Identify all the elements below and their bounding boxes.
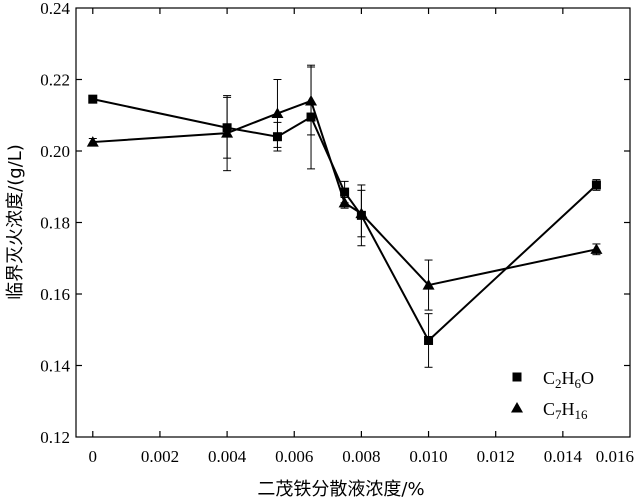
series-C7H16 [86,66,603,311]
legend-marker [512,372,522,382]
data-point [340,187,350,197]
x-tick-label: 0.010 [409,447,447,466]
x-axis-title: 二茂铁分散液浓度/% [257,479,424,500]
series-layer [86,64,603,368]
legend-marker [511,402,523,413]
y-tick-label: 0.22 [40,71,70,90]
y-axis-title: 临界灭火浓度/(g/L) [5,144,26,300]
data-point [424,335,434,345]
data-point [422,279,435,290]
x-tick-label: 0.004 [208,447,247,466]
data-point [338,196,351,208]
legend-label: C7H16 [543,399,588,422]
x-tick-label: 0.016 [596,447,634,466]
data-point [221,127,234,138]
data-point [88,94,98,104]
x-tick-label: 0.014 [544,447,583,466]
data-point [271,107,284,118]
x-axis: 0 0.002 0.004 0.006 0.008 0.010 0.012 0.014 0.01… [89,8,634,466]
x-tick-label: 0 [89,447,98,466]
y-tick-label: 0.20 [40,142,70,161]
y-tick-label: 0.18 [40,214,70,233]
x-tick-label: 0.006 [275,447,313,466]
legend-label: C2H6O [543,368,594,391]
y-tick-label: 0.12 [40,428,70,447]
data-point [591,180,601,190]
data-point [305,94,318,106]
y-tick-label: 0.14 [40,357,70,376]
x-tick-label: 0.002 [141,447,179,466]
y-tick-label: 0.24 [40,0,70,18]
x-tick-label: 0.012 [477,447,515,466]
series-line [92,98,598,343]
series-C2H6O [88,64,601,368]
y-axis: 0.12 0.14 0.16 0.18 0.20 0.22 0.24 [40,0,630,447]
data-point [355,207,368,219]
legend: C2H6O C7H16 [511,368,594,422]
x-tick-label: 0.008 [342,447,380,466]
data-point [86,136,99,147]
series-line [92,99,597,287]
y-tick-label: 0.16 [40,285,70,304]
data-point [590,243,603,254]
